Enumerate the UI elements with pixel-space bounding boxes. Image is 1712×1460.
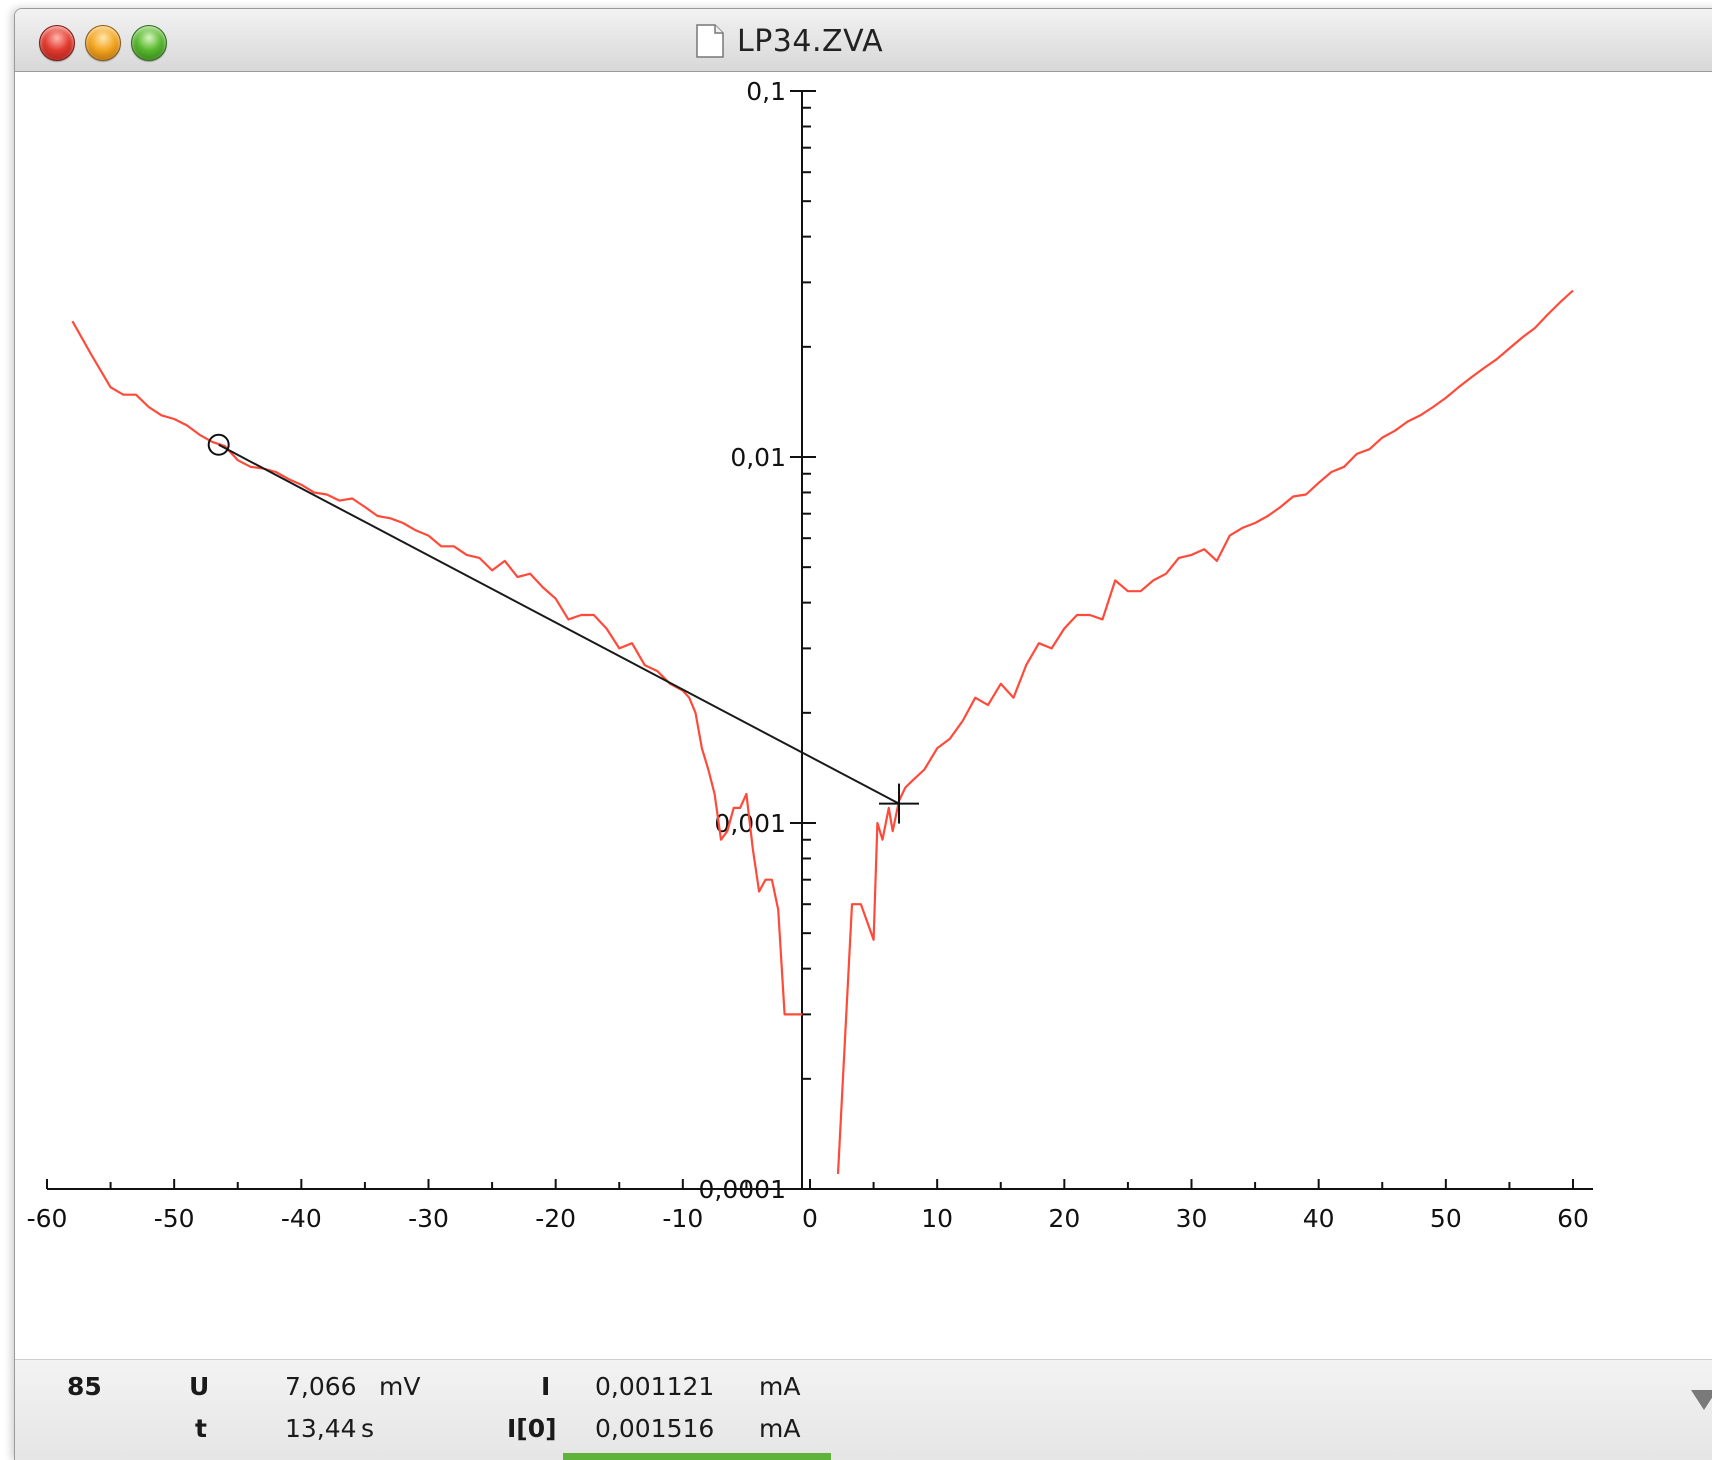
title-bar[interactable]: LP34.ZVA — [15, 9, 1712, 72]
x-tick-label: 20 — [1048, 1204, 1080, 1233]
document-icon — [696, 24, 724, 58]
x-tick-label: -50 — [154, 1204, 195, 1233]
x-tick-label: 30 — [1176, 1204, 1208, 1233]
x-tick-label: 10 — [921, 1204, 953, 1233]
start-point-marker — [207, 433, 230, 456]
x-tick-label: -10 — [662, 1204, 703, 1233]
u-unit: mV — [379, 1372, 421, 1401]
crosshair-cursor-icon — [879, 783, 920, 824]
point-index: 85 — [67, 1372, 102, 1401]
status-bar: 85 U 7,066 mV t 13,44 s I 0,001121 mA I[… — [15, 1359, 1712, 1460]
x-tick-label: 40 — [1303, 1204, 1335, 1233]
window-title: LP34.ZVA — [737, 23, 884, 59]
y-tick-label: 0,0001 — [699, 1175, 786, 1204]
t-value: 13,44 — [285, 1414, 357, 1443]
zoom-button[interactable] — [131, 25, 167, 61]
x-tick-label: 50 — [1430, 1204, 1462, 1233]
i0-unit: mA — [759, 1414, 801, 1443]
disclosure-triangle-icon[interactable] — [1691, 1390, 1712, 1410]
y-tick-label: 0,01 — [730, 443, 786, 472]
chart[interactable]: -60 -50 -40 -30 -20 -10 0 10 20 30 40 50 60 0,1 0,01 0,… — [15, 9, 1712, 1359]
i-value: 0,001121 — [595, 1372, 715, 1401]
x-tick-label: 0 — [802, 1204, 818, 1233]
document-window: LP34.ZVA -60 -50 -40 -30 -20 -10 0 10 20 30 40 50 60… — [14, 8, 1712, 1460]
x-tick-label: -60 — [27, 1204, 68, 1233]
close-button[interactable] — [39, 25, 75, 61]
x-tick-label: -20 — [535, 1204, 576, 1233]
data-series-line — [836, 289, 1574, 1174]
u-value: 7,066 — [285, 1372, 357, 1401]
x-tick-label: 60 — [1557, 1204, 1589, 1233]
u-label: U — [189, 1372, 210, 1401]
t-unit: s — [361, 1414, 375, 1443]
fit-line — [218, 443, 900, 805]
i-unit: mA — [759, 1372, 801, 1401]
x-tick-label: -40 — [281, 1204, 322, 1233]
i0-label[interactable]: I[0] — [507, 1414, 557, 1443]
i0-highlight-bar — [563, 1453, 831, 1460]
y-tick-label: 0,1 — [746, 77, 786, 106]
i0-value: 0,001516 — [595, 1414, 715, 1443]
x-tick-label: -30 — [408, 1204, 449, 1233]
data-series-line — [71, 320, 803, 1016]
minimize-button[interactable] — [85, 25, 121, 61]
t-label: t — [195, 1414, 207, 1443]
resize-grip-icon[interactable] — [1705, 1448, 1712, 1460]
i-label: I — [541, 1372, 551, 1401]
